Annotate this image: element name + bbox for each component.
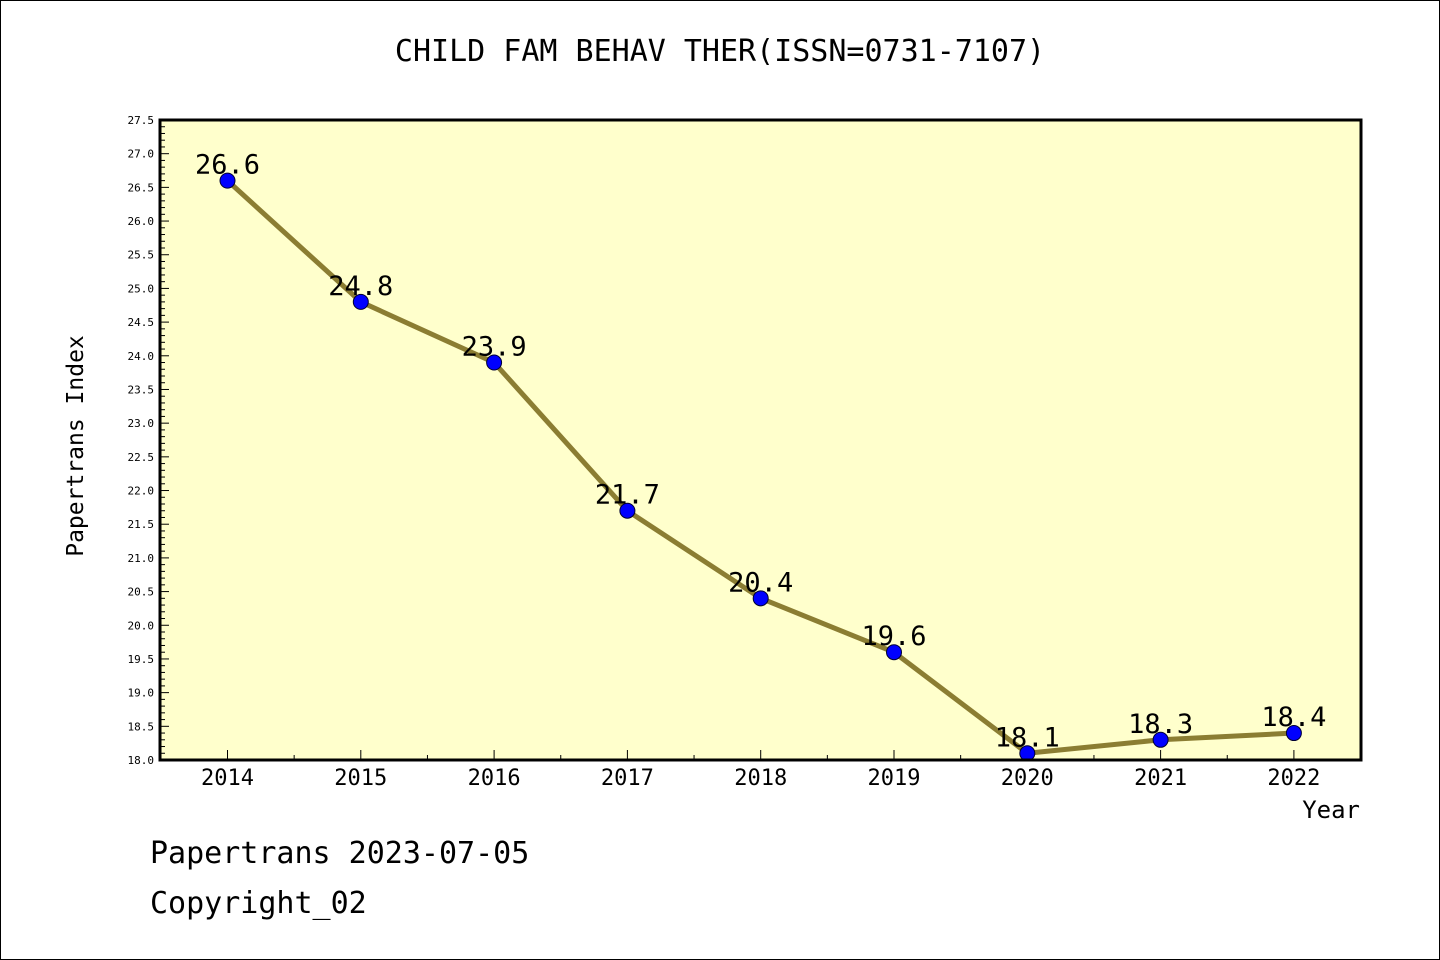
y-tick-label: 22.0	[128, 485, 155, 498]
y-tick-label: 26.5	[128, 181, 155, 194]
data-point	[1285, 725, 1302, 742]
y-tick-label: 27.5	[128, 114, 155, 127]
data-label: 20.4	[728, 567, 793, 598]
data-point	[486, 354, 503, 371]
y-tick-label: 18.0	[128, 754, 155, 767]
data-point	[352, 293, 369, 310]
y-tick-label: 24.5	[128, 316, 155, 329]
y-axis: 18.0 18.5 19.0 19.5 20.0 20.5 21.0 21.5 22.0 22.5…	[128, 114, 169, 767]
chart-title: CHILD FAM BEHAV THER(ISSN=0731-7107)	[394, 34, 1046, 69]
y-tick-label: 23.5	[128, 383, 155, 396]
y-tick-label: 19.5	[128, 653, 155, 666]
y-tick-label: 26.0	[128, 215, 155, 228]
x-axis-label: Year	[1302, 796, 1360, 824]
data-label: 23.9	[462, 332, 527, 363]
series-layer: 26.6 24.8 23.9 21.7 20.4 19.6 18.1 18.3 18.4	[195, 150, 1326, 762]
data-label: 21.7	[595, 480, 660, 511]
x-tick-label: 2015	[334, 766, 387, 791]
x-tick-label: 2022	[1267, 766, 1320, 791]
x-tick-label: 2019	[868, 766, 921, 791]
y-tick-label: 21.5	[128, 518, 155, 531]
y-tick-label: 20.0	[128, 619, 155, 632]
y-tick-label: 22.5	[128, 451, 155, 464]
y-tick-label: 27.0	[128, 148, 155, 161]
data-point	[752, 590, 769, 607]
x-tick-label: 2017	[601, 766, 654, 791]
y-tick-label: 19.0	[128, 687, 155, 700]
data-point	[219, 172, 236, 189]
x-tick-label: 2018	[734, 766, 787, 791]
x-tick-label: 2020	[1001, 766, 1054, 791]
data-label: 26.6	[195, 150, 260, 181]
data-label: 24.8	[328, 271, 393, 302]
x-tick-label: 2016	[468, 766, 521, 791]
y-tick-label: 23.0	[128, 417, 155, 430]
x-tick-label: 2014	[201, 766, 254, 791]
plot-border	[158, 118, 1363, 762]
data-point	[886, 644, 902, 661]
footer-copyright: Copyright_02	[150, 886, 367, 921]
data-point	[619, 502, 636, 519]
data-label: 18.4	[1261, 702, 1326, 733]
y-tick-label: 25.5	[128, 249, 155, 262]
plot-area	[160, 120, 1361, 760]
data-label: 18.1	[995, 722, 1060, 753]
y-tick-label: 24.0	[128, 350, 155, 363]
data-point	[1152, 731, 1169, 748]
data-label: 19.6	[861, 621, 926, 652]
footer-source: Papertrans 2023-07-05	[150, 836, 530, 871]
y-tick-label: 18.5	[128, 720, 155, 733]
data-label: 18.3	[1128, 709, 1193, 740]
y-tick-label: 25.0	[128, 282, 155, 295]
x-axis: 2014 2015 2016 2017 2018 2019 2020 2021 2022	[201, 750, 1320, 791]
y-tick-label: 21.0	[128, 552, 155, 565]
y-tick-label: 20.5	[128, 586, 155, 599]
x-tick-label: 2021	[1134, 766, 1187, 791]
